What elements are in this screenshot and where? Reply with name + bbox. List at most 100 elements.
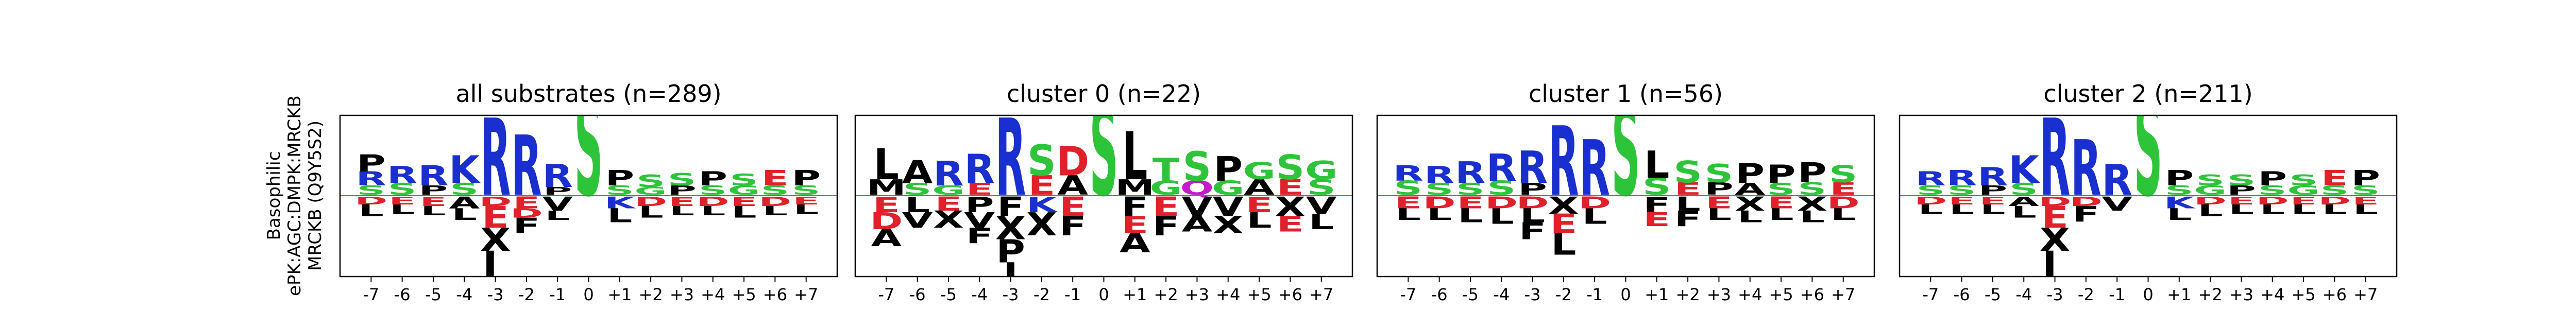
logo-letter-1-0-up-L: L xyxy=(874,140,899,190)
logo-letter-1-12-down-E: E xyxy=(1246,193,1273,217)
logo-letter-2-7-up-S: S xyxy=(1612,77,1640,226)
logo-letter-0-9-up-S: S xyxy=(636,171,665,191)
logo-letter-2-14-down-D: D xyxy=(1827,194,1860,212)
logo-letter-1-9-up-T: T xyxy=(1153,151,1180,188)
logo-letter-2-6-up-R: R xyxy=(1580,124,1610,213)
logo-letter-0-2-down-L: L xyxy=(420,204,446,218)
x-tick-label-0-0: -7 xyxy=(363,285,379,304)
x-tick-label-0-8: +1 xyxy=(607,285,632,304)
logo-letter-2-4-down-L: L xyxy=(1520,205,1545,227)
logo-letter-3-3-up-K: K xyxy=(2008,148,2040,192)
x-tick-label-1-10: +3 xyxy=(1185,285,1209,304)
logo-letter-1-2-up-R: R xyxy=(933,154,963,193)
logo-letter-1-12-up-G: G xyxy=(1243,158,1275,185)
logo-letter-3-12-down-E: E xyxy=(2290,195,2317,207)
logo-letter-3-9-down-D: D xyxy=(2194,195,2227,207)
logo-letter-0-6-down-V: V xyxy=(542,193,573,215)
logo-letter-1-10-down-V: V xyxy=(1182,192,1213,222)
logo-letter-3-6-down-V: V xyxy=(2102,193,2132,215)
x-tick-label-3-3: -4 xyxy=(2015,285,2032,304)
logo-letter-2-4-down-F: F xyxy=(1519,217,1546,245)
logo-letter-1-1-up-A: A xyxy=(902,154,933,191)
panel-title-3: cluster 2 (n=211) xyxy=(2043,80,2252,108)
logo-letter-2-2-down-E: E xyxy=(1457,194,1484,212)
x-tick-label-1-8: +1 xyxy=(1123,285,1147,304)
logo-letter-2-2-up-R: R xyxy=(1455,156,1485,191)
logo-letter-1-3-down-V: V xyxy=(964,208,995,233)
logo-letter-3-5-down-D: D xyxy=(2070,195,2103,209)
logo-letter-1-5-down-K: K xyxy=(1026,193,1058,217)
logo-letter-1-0-down-E: E xyxy=(873,193,900,217)
logo-letter-1-9-down-F: F xyxy=(1153,211,1180,242)
logo-letter-2-14-down-L: L xyxy=(1831,205,1856,224)
logo-letter-0-3-down-L: L xyxy=(452,205,477,224)
logo-letter-3-14-down-E: E xyxy=(2352,195,2379,207)
x-tick-label-3-14: +7 xyxy=(2353,285,2378,304)
logo-letter-0-8-down-K: K xyxy=(604,194,637,212)
logo-letter-0-6-down-L: L xyxy=(545,209,570,223)
logo-letter-1-2-down-E: E xyxy=(935,193,962,215)
x-tick-label-0-13: +6 xyxy=(763,285,787,304)
logo-letter-1-14-up-G: G xyxy=(1305,156,1337,185)
logo-letter-0-14-up-P: P xyxy=(791,166,820,191)
logo-letter-2-11-down-X: X xyxy=(1735,193,1765,215)
logo-letter-2-4-down-D: D xyxy=(1516,194,1549,212)
x-tick-label-1-14: +7 xyxy=(1309,285,1333,304)
logo-letter-3-14-up-P: P xyxy=(2351,166,2380,191)
x-tick-label-2-8: +1 xyxy=(1645,285,1669,304)
x-tick-label-3-10: +3 xyxy=(2229,285,2253,304)
logo-letter-0-11-up-P: P xyxy=(699,168,727,190)
logo-letter-1-4-up-R: R xyxy=(995,96,1026,220)
x-tick-label-1-0: -7 xyxy=(878,285,894,304)
logo-letter-2-12-down-L: L xyxy=(1769,205,1794,224)
x-tick-label-3-11: +4 xyxy=(2260,285,2284,304)
logo-letter-2-8-down-E: E xyxy=(1643,209,1670,231)
logo-letter-3-11-up-P: P xyxy=(2258,168,2287,190)
logo-letter-2-13-down-L: L xyxy=(1800,208,1825,226)
logo-letter-2-8-down-F: F xyxy=(1643,193,1670,217)
logo-letter-0-1-down-L: L xyxy=(389,202,415,217)
logo-letter-3-10-down-L: L xyxy=(2229,202,2254,217)
logo-letter-3-2-down-L: L xyxy=(1980,202,2005,217)
logo-letter-0-5-down-D: D xyxy=(510,206,543,220)
logo-letter-2-8-up-L: L xyxy=(1644,143,1669,186)
logo-letter-0-5-down-E: E xyxy=(513,194,540,212)
logo-letter-2-6-down-D: D xyxy=(1578,194,1611,212)
logo-letter-0-10-up-S: S xyxy=(668,169,697,189)
logo-letter-0-5-down-F: F xyxy=(513,214,540,238)
logo-letter-2-5-down-L: L xyxy=(1551,228,1576,262)
logo-letter-0-11-down-L: L xyxy=(700,204,725,218)
x-tick-label-1-4: -3 xyxy=(1003,285,1019,304)
x-tick-label-1-6: -1 xyxy=(1064,285,1081,304)
ylabel-line-2: ePK:AGC:DMPK:MRCKB xyxy=(284,95,305,296)
logo-letter-0-6-up-R: R xyxy=(543,158,573,195)
logo-letter-3-2-up-R: R xyxy=(1977,162,2008,192)
x-tick-label-1-1: -6 xyxy=(909,285,926,304)
logo-letter-2-10-up-S: S xyxy=(1705,159,1734,188)
x-tick-label-2-13: +6 xyxy=(1800,285,1824,304)
logo-letter-1-11-down-V: V xyxy=(1213,192,1244,222)
panel-frame-1 xyxy=(854,114,1353,278)
x-tick-label-3-12: +5 xyxy=(2291,285,2315,304)
x-tick-label-2-14: +7 xyxy=(1831,285,1855,304)
logo-letter-0-0-down-D: D xyxy=(354,195,387,207)
logo-panel-2: cluster 1 (n=56)SRELSRDLSRELSRDLPRDLFRXE… xyxy=(1376,77,1875,304)
logo-letter-1-11-up-P: P xyxy=(1214,149,1243,188)
logo-letter-0-13-down-L: L xyxy=(762,204,788,218)
logo-letter-0-8-up-P: P xyxy=(605,166,634,191)
logo-letter-2-3-down-L: L xyxy=(1489,204,1514,229)
logo-letter-0-1-down-E: E xyxy=(388,195,416,207)
logo-letter-2-14-up-S: S xyxy=(1829,161,1858,188)
logo-letter-3-3-down-L: L xyxy=(2011,203,2037,221)
x-tick-label-0-14: +7 xyxy=(794,285,818,304)
logo-letter-2-10-down-E: E xyxy=(1705,194,1733,212)
logo-letter-0-5-up-R: R xyxy=(511,118,541,214)
logo-letter-1-8-down-A: A xyxy=(1120,228,1150,259)
logo-letter-1-7-up-S: S xyxy=(1090,77,1118,226)
x-tick-label-0-4: -3 xyxy=(487,285,504,304)
x-tick-label-0-2: -5 xyxy=(425,285,442,304)
panel-title-0: all substrates (n=289) xyxy=(455,80,721,108)
x-tick-label-1-13: +6 xyxy=(1278,285,1302,304)
logo-letter-2-13-up-P: P xyxy=(1798,157,1826,189)
